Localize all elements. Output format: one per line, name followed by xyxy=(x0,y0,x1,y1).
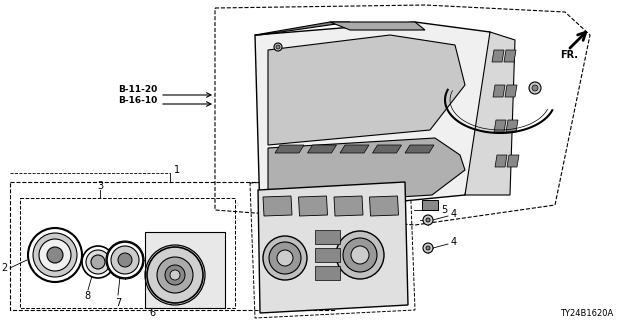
Text: B-16-10: B-16-10 xyxy=(118,95,157,105)
Circle shape xyxy=(111,246,139,274)
Circle shape xyxy=(277,250,293,266)
Polygon shape xyxy=(330,22,425,30)
Text: B-11-20: B-11-20 xyxy=(118,84,157,93)
Circle shape xyxy=(423,243,433,253)
Text: 5: 5 xyxy=(441,205,447,215)
Text: 3: 3 xyxy=(97,181,103,191)
Text: 1: 1 xyxy=(174,165,180,175)
Polygon shape xyxy=(255,22,500,215)
Text: 4: 4 xyxy=(451,237,457,247)
Polygon shape xyxy=(506,120,518,132)
Circle shape xyxy=(170,270,180,280)
Circle shape xyxy=(529,82,541,94)
Circle shape xyxy=(147,247,203,303)
Circle shape xyxy=(118,253,132,267)
Polygon shape xyxy=(405,145,434,153)
Polygon shape xyxy=(315,248,340,262)
Polygon shape xyxy=(263,196,292,216)
Polygon shape xyxy=(492,50,504,62)
Circle shape xyxy=(269,242,301,274)
Polygon shape xyxy=(493,85,505,97)
Polygon shape xyxy=(307,145,337,153)
Polygon shape xyxy=(258,182,408,313)
Polygon shape xyxy=(272,200,288,210)
Polygon shape xyxy=(334,196,363,216)
Circle shape xyxy=(426,218,430,222)
Polygon shape xyxy=(255,22,350,35)
Polygon shape xyxy=(505,85,517,97)
Polygon shape xyxy=(298,196,328,216)
Text: 7: 7 xyxy=(115,298,121,308)
Circle shape xyxy=(91,255,105,269)
Text: 4: 4 xyxy=(451,209,457,219)
Polygon shape xyxy=(507,155,519,167)
Text: 2: 2 xyxy=(1,263,7,273)
Polygon shape xyxy=(275,145,304,153)
Polygon shape xyxy=(315,266,340,280)
Circle shape xyxy=(82,246,114,278)
Circle shape xyxy=(263,236,307,280)
Circle shape xyxy=(47,247,63,263)
Polygon shape xyxy=(372,145,401,153)
Polygon shape xyxy=(369,196,399,216)
Circle shape xyxy=(423,215,433,225)
Polygon shape xyxy=(494,120,506,132)
Circle shape xyxy=(336,231,384,279)
Circle shape xyxy=(426,246,430,250)
Polygon shape xyxy=(340,145,369,153)
Polygon shape xyxy=(504,50,516,62)
Circle shape xyxy=(28,228,82,282)
Polygon shape xyxy=(268,138,465,205)
Polygon shape xyxy=(465,32,515,195)
Circle shape xyxy=(532,85,538,91)
Circle shape xyxy=(276,45,280,49)
Polygon shape xyxy=(268,35,465,145)
Circle shape xyxy=(157,257,193,293)
Circle shape xyxy=(86,250,110,274)
Polygon shape xyxy=(315,230,340,244)
Polygon shape xyxy=(495,155,507,167)
Polygon shape xyxy=(145,232,225,308)
Circle shape xyxy=(165,265,185,285)
Polygon shape xyxy=(422,200,438,210)
Text: TY24B1620A: TY24B1620A xyxy=(560,309,613,318)
Circle shape xyxy=(343,238,377,272)
Text: 8: 8 xyxy=(84,291,90,301)
Circle shape xyxy=(33,233,77,277)
Circle shape xyxy=(39,239,71,271)
Circle shape xyxy=(351,246,369,264)
Text: 6: 6 xyxy=(149,308,155,318)
Circle shape xyxy=(107,242,143,278)
Text: FR.: FR. xyxy=(560,50,578,60)
Circle shape xyxy=(274,43,282,51)
